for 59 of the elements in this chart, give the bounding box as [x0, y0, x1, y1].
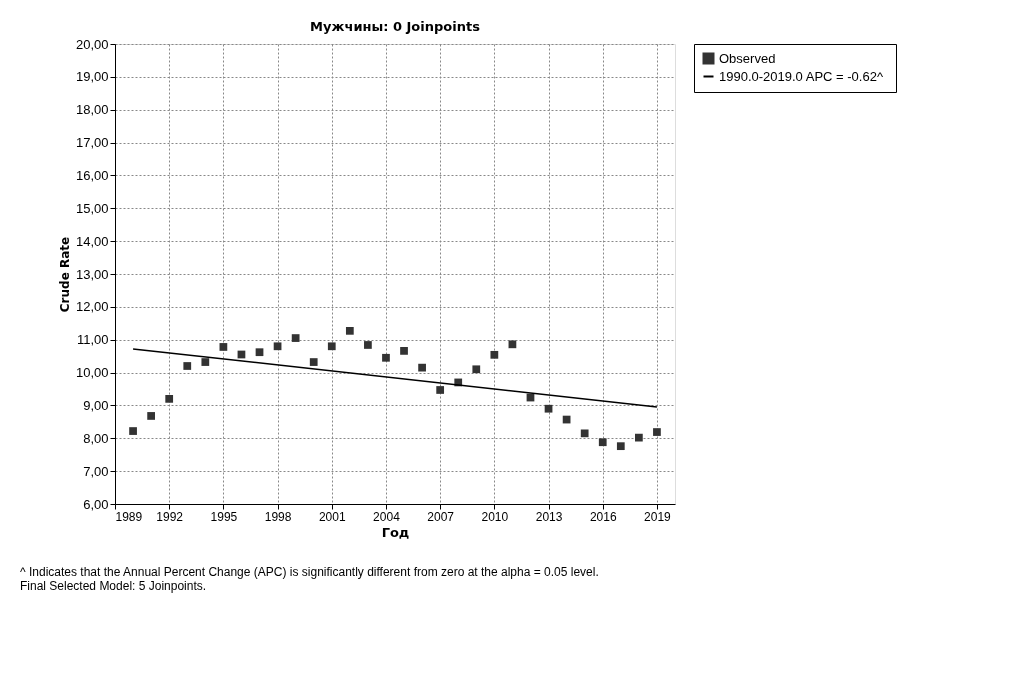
- y-tick-label: 11,00: [76, 332, 109, 348]
- y-tick-label: 16,00: [75, 167, 109, 183]
- point: [165, 394, 174, 403]
- y-tick-label: 8,00: [83, 430, 109, 446]
- point: [580, 429, 589, 438]
- legend-label: 1990.0-2019.0 APC = -0.62^: [719, 68, 884, 84]
- point: [418, 363, 426, 372]
- x-tick-label: 1995: [210, 509, 238, 524]
- x-tick-label: 2019: [644, 509, 672, 524]
- y-tick-label: 13,00: [75, 266, 109, 282]
- x-axis-title: Год: [381, 524, 410, 540]
- y-axis-title: Crude Rate: [57, 236, 72, 313]
- x-tick-label: 2010: [481, 509, 509, 524]
- text: ^ Indicates that the Annual Percent Change (APC) is significantly different from zero at the alpha = 0.05 level.: [20, 565, 599, 579]
- x-tick-label: 1989: [115, 509, 143, 524]
- point: [129, 427, 137, 435]
- chart-title: Мужчины: 0 Joinpoints: [310, 19, 481, 34]
- point: [364, 341, 372, 349]
- y-tick-label: 9,00: [83, 397, 109, 413]
- y-tick-label: 7,00: [83, 463, 109, 479]
- point: [183, 362, 192, 370]
- x-tick-label: 1992: [156, 509, 184, 524]
- point: [400, 347, 408, 355]
- y-tick-label: 19,00: [75, 69, 109, 85]
- x-tick-label: 2016: [589, 509, 617, 524]
- point: [436, 386, 445, 394]
- point: [255, 348, 264, 357]
- point: [382, 353, 390, 362]
- point: [327, 342, 336, 351]
- point: [147, 412, 155, 420]
- point: [598, 438, 607, 447]
- y-tick-label: 6,00: [83, 496, 109, 512]
- y-tick-label: 12,00: [75, 299, 109, 315]
- x-tick-label: 2007: [427, 509, 455, 524]
- point: [472, 365, 481, 374]
- x-tick-label: 1998: [264, 509, 292, 524]
- point: [653, 428, 661, 436]
- point: [508, 340, 517, 349]
- point: [345, 326, 354, 335]
- legend-label: Observed: [719, 50, 776, 66]
- point: [291, 334, 300, 342]
- point: [616, 442, 625, 451]
- point: [635, 433, 643, 442]
- y-tick-label: 20,00: [75, 36, 109, 52]
- x-tick-label: 2001: [318, 509, 346, 524]
- text: Final Selected Model: 5 Joinpoints.: [20, 579, 207, 593]
- y-tick-label: 14,00: [75, 233, 109, 249]
- point: [309, 358, 318, 366]
- y-tick-label: 15,00: [75, 200, 109, 216]
- y-tick-label: 18,00: [75, 102, 109, 118]
- point: [490, 350, 499, 359]
- y-tick-label: 17,00: [75, 135, 109, 151]
- point: [219, 343, 228, 351]
- point: [544, 404, 553, 413]
- x-tick-label: 2013: [535, 509, 563, 524]
- x-tick-label: 2004: [373, 509, 401, 524]
- point: [273, 342, 282, 351]
- point: [201, 358, 210, 366]
- y-tick-label: 10,00: [75, 365, 109, 381]
